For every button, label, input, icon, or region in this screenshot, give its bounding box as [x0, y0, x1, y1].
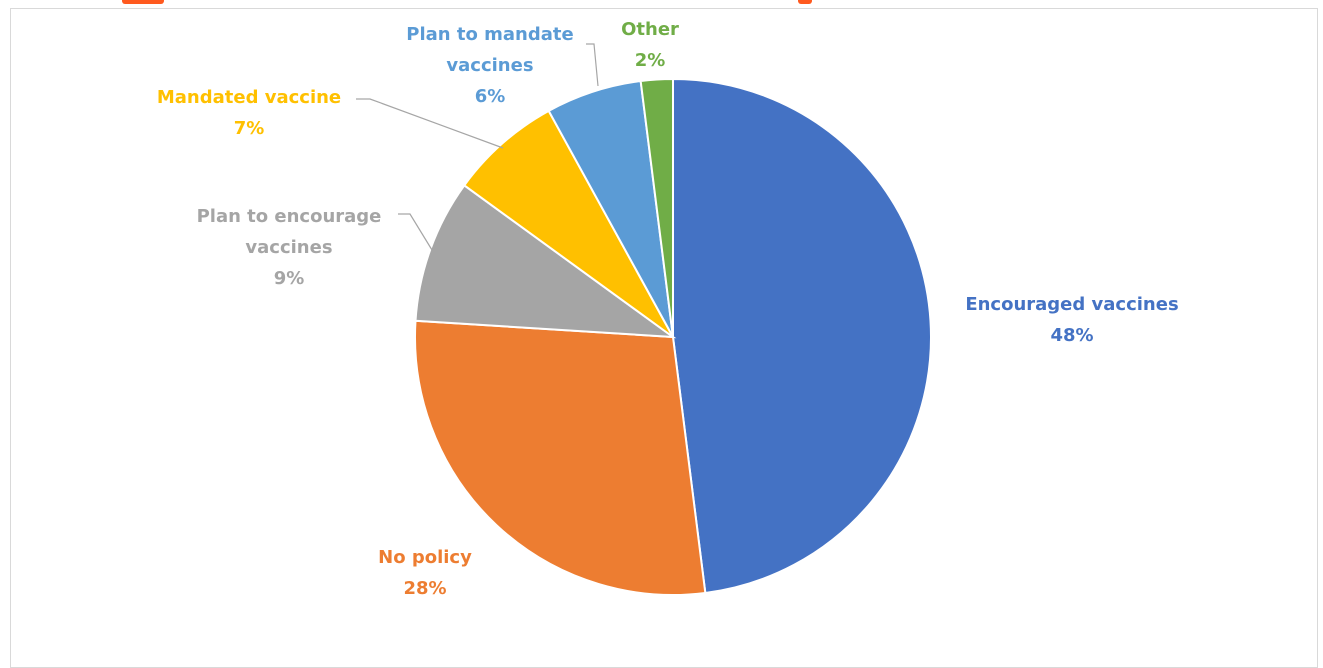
- leader-line-plan-to-mandate-vaccines: [586, 43, 599, 87]
- slices-group: [414, 77, 932, 596]
- leader-line-mandated-vaccine: [356, 98, 504, 149]
- pie-slice-plan-to-encourage-vaccines: [414, 183, 677, 339]
- data-label-no-policy: No policy 28%: [378, 547, 472, 599]
- data-label-plan-to-mandate-vaccines: Plan to mandate vaccines 6%: [406, 24, 573, 107]
- data-label-mandated-vaccine: Mandated vaccine 7%: [157, 87, 341, 139]
- leader-line-plan-to-encourage-vaccines: [398, 213, 433, 251]
- title-fragment: [122, 0, 164, 4]
- pie-slice-no-policy: [414, 319, 707, 596]
- leader-lines-group: [356, 43, 599, 251]
- pie-slice-encouraged-vaccines: [672, 77, 932, 595]
- data-label-encouraged-vaccines: Encouraged vaccines 48%: [965, 294, 1178, 346]
- data-label-plan-to-encourage-vaccines: Plan to encourage vaccines 9%: [197, 206, 382, 289]
- title-strip: [0, 0, 1323, 5]
- data-label-other: Other 2%: [621, 19, 679, 71]
- labels-group: Encouraged vaccines 48% No policy 28% Plan t…: [157, 19, 1179, 599]
- pie-slice-mandated-vaccine: [462, 109, 674, 338]
- pie-slice-other: [639, 77, 674, 338]
- title-fragment: [798, 0, 812, 4]
